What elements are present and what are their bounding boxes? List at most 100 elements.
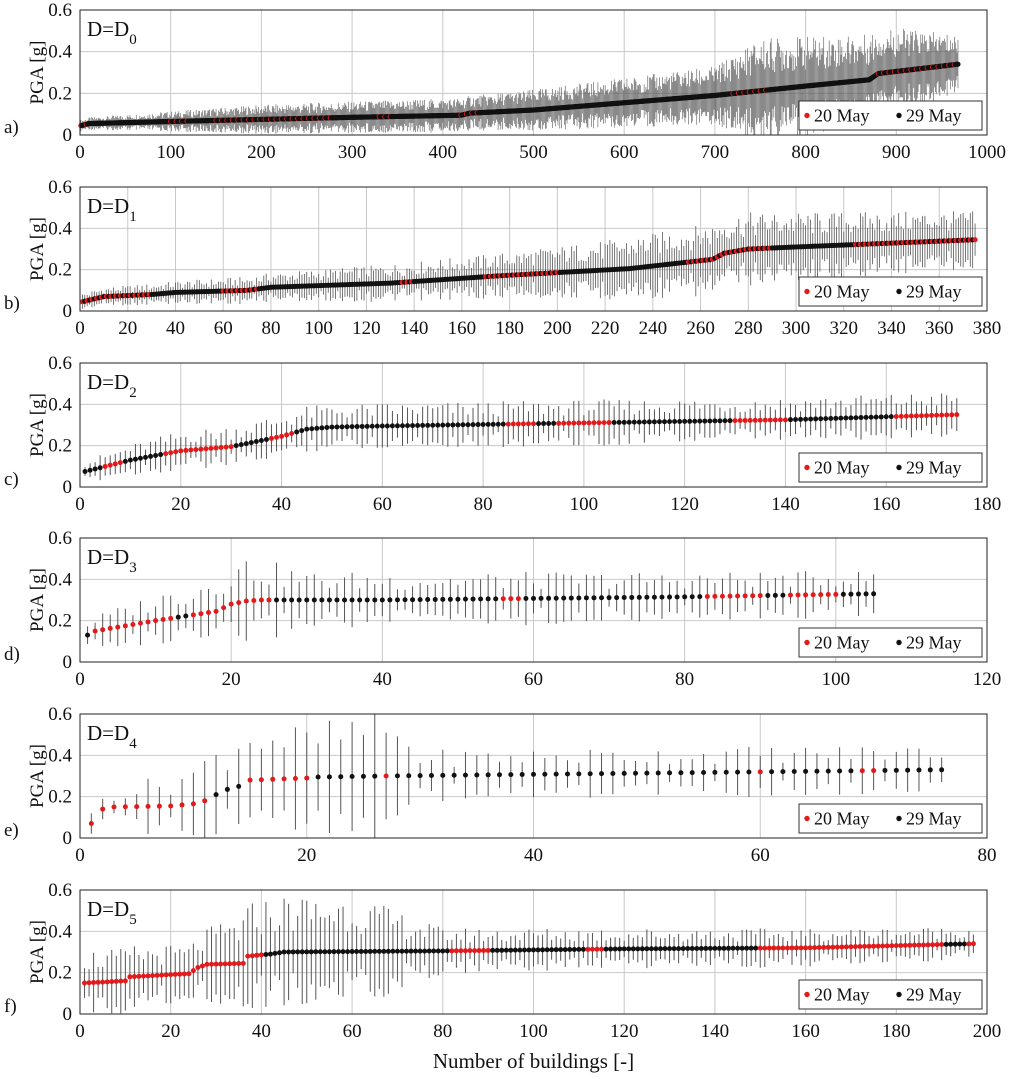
data-point-29-may bbox=[435, 948, 441, 954]
data-point-29-may bbox=[685, 946, 691, 952]
chart-panel-a: 0 0.2 0.4 0.6 0 100 200 300 400 500 600 700 800 900 10… bbox=[4, 0, 1006, 163]
data-point-29-may bbox=[735, 769, 741, 775]
legend-box bbox=[798, 276, 983, 307]
x-tick-label: 20 bbox=[171, 494, 190, 515]
data-point-20-may bbox=[218, 961, 224, 967]
data-point-20-may bbox=[816, 945, 822, 951]
legend-label-29-may: 29 May bbox=[906, 985, 962, 1005]
damage-state-label: D=D0 bbox=[87, 17, 137, 48]
data-point-29-may bbox=[425, 422, 431, 428]
data-point-29-may bbox=[631, 419, 637, 425]
data-point-20-may bbox=[934, 412, 940, 418]
data-point-29-may bbox=[882, 767, 888, 773]
data-point-20-may bbox=[199, 963, 205, 969]
data-point-20-may bbox=[862, 943, 868, 949]
legend-marker-20-may bbox=[804, 991, 810, 998]
plot-frame bbox=[79, 9, 988, 136]
data-point-29-may bbox=[431, 948, 437, 954]
data-point-29-may bbox=[707, 945, 713, 951]
x-tick-label: 120 bbox=[973, 669, 1002, 690]
data-point-20-may bbox=[91, 980, 97, 986]
data-point-29-may bbox=[644, 594, 650, 600]
data-point-20-may bbox=[916, 942, 922, 948]
data-point-20-may bbox=[794, 945, 800, 951]
data-point-20-may bbox=[889, 943, 895, 949]
y-tick-label: 0.6 bbox=[48, 353, 72, 374]
data-point-29-may bbox=[357, 597, 363, 603]
data-point-29-may bbox=[384, 423, 390, 429]
data-point-29-may bbox=[553, 595, 559, 601]
x-tick-label: 40 bbox=[166, 318, 185, 339]
data-point-29-may bbox=[349, 949, 355, 955]
data-point-29-may bbox=[722, 418, 728, 424]
legend: 20 May 29 May bbox=[798, 803, 983, 834]
data-point-20-may bbox=[222, 961, 228, 967]
data-point-29-may bbox=[793, 417, 799, 423]
data-point-29-may bbox=[364, 597, 370, 603]
legend-marker-29-may bbox=[896, 288, 902, 295]
x-tick-label: 100 bbox=[570, 494, 599, 515]
data-point-29-may bbox=[587, 771, 593, 777]
data-point-20-may bbox=[172, 971, 178, 977]
data-point-20-may bbox=[712, 593, 718, 599]
data-point-20-may bbox=[859, 768, 865, 774]
data-point-29-may bbox=[546, 420, 552, 426]
data-point-20-may bbox=[111, 804, 117, 810]
plot-frame bbox=[79, 186, 988, 312]
data-point-29-may bbox=[243, 441, 249, 447]
data-point-29-may bbox=[364, 423, 370, 429]
legend-label-20-may: 20 May bbox=[814, 633, 870, 653]
data-point-29-may bbox=[389, 423, 395, 429]
data-point-20-may bbox=[752, 417, 758, 423]
data-point-29-may bbox=[772, 592, 778, 598]
data-point-29-may bbox=[97, 465, 103, 471]
legend-label-29-may: 29 May bbox=[906, 106, 962, 126]
data-point-29-may bbox=[863, 591, 869, 597]
data-point-20-may bbox=[213, 445, 219, 451]
data-point-20-may bbox=[772, 417, 778, 423]
data-point-29-may bbox=[712, 945, 718, 951]
data-point-29-may bbox=[526, 947, 532, 953]
x-tick-label: 40 bbox=[524, 845, 543, 866]
data-point-29-may bbox=[440, 596, 446, 602]
data-point-29-may bbox=[697, 594, 703, 600]
data-point-29-may bbox=[394, 423, 400, 429]
data-point-20-may bbox=[834, 944, 840, 950]
data-point-20-may bbox=[525, 421, 531, 427]
data-point-29-may bbox=[905, 767, 911, 773]
data-point-29-may bbox=[694, 945, 700, 951]
data-point-20-may bbox=[177, 971, 183, 977]
data-point-20-may bbox=[875, 943, 881, 949]
data-point-29-may bbox=[541, 421, 547, 427]
data-point-29-may bbox=[798, 416, 804, 422]
data-point-29-may bbox=[873, 414, 879, 420]
data-point-29-may bbox=[701, 769, 707, 775]
y-tick-label: 0 bbox=[63, 828, 73, 849]
data-point-20-may bbox=[949, 412, 955, 418]
data-point-29-may bbox=[621, 770, 627, 776]
data-point-20-may bbox=[818, 592, 824, 598]
data-point-29-may bbox=[662, 419, 668, 425]
data-point-29-may bbox=[653, 946, 659, 952]
data-point-29-may bbox=[478, 596, 484, 602]
chart-panel-d: 0 0.2 0.4 0.6 0 20 40 60 80 100 120 PGA [g] d) D=D3 20… bbox=[4, 528, 1001, 690]
data-point-29-may bbox=[565, 771, 571, 777]
data-point-20-may bbox=[115, 624, 121, 630]
data-point-29-may bbox=[394, 948, 400, 954]
panel-label: d) bbox=[4, 644, 20, 665]
data-point-29-may bbox=[329, 424, 335, 430]
x-tick-label: 120 bbox=[352, 318, 381, 339]
x-tick-label: 120 bbox=[670, 494, 699, 515]
data-point-20-may bbox=[812, 945, 818, 951]
damage-state-label: D=D5 bbox=[87, 897, 137, 928]
y-tick-label: 0.4 bbox=[48, 921, 72, 942]
legend: 20 May 29 May bbox=[798, 627, 983, 658]
data-point-29-may bbox=[868, 414, 874, 420]
data-point-20-may bbox=[193, 447, 199, 453]
data-point-20-may bbox=[156, 803, 162, 809]
data-point-29-may bbox=[494, 947, 500, 953]
data-point-29-may bbox=[309, 426, 315, 432]
data-point-29-may bbox=[723, 769, 729, 775]
y-tick-label: 0 bbox=[63, 125, 73, 146]
y-tick-label: 0 bbox=[63, 477, 73, 498]
